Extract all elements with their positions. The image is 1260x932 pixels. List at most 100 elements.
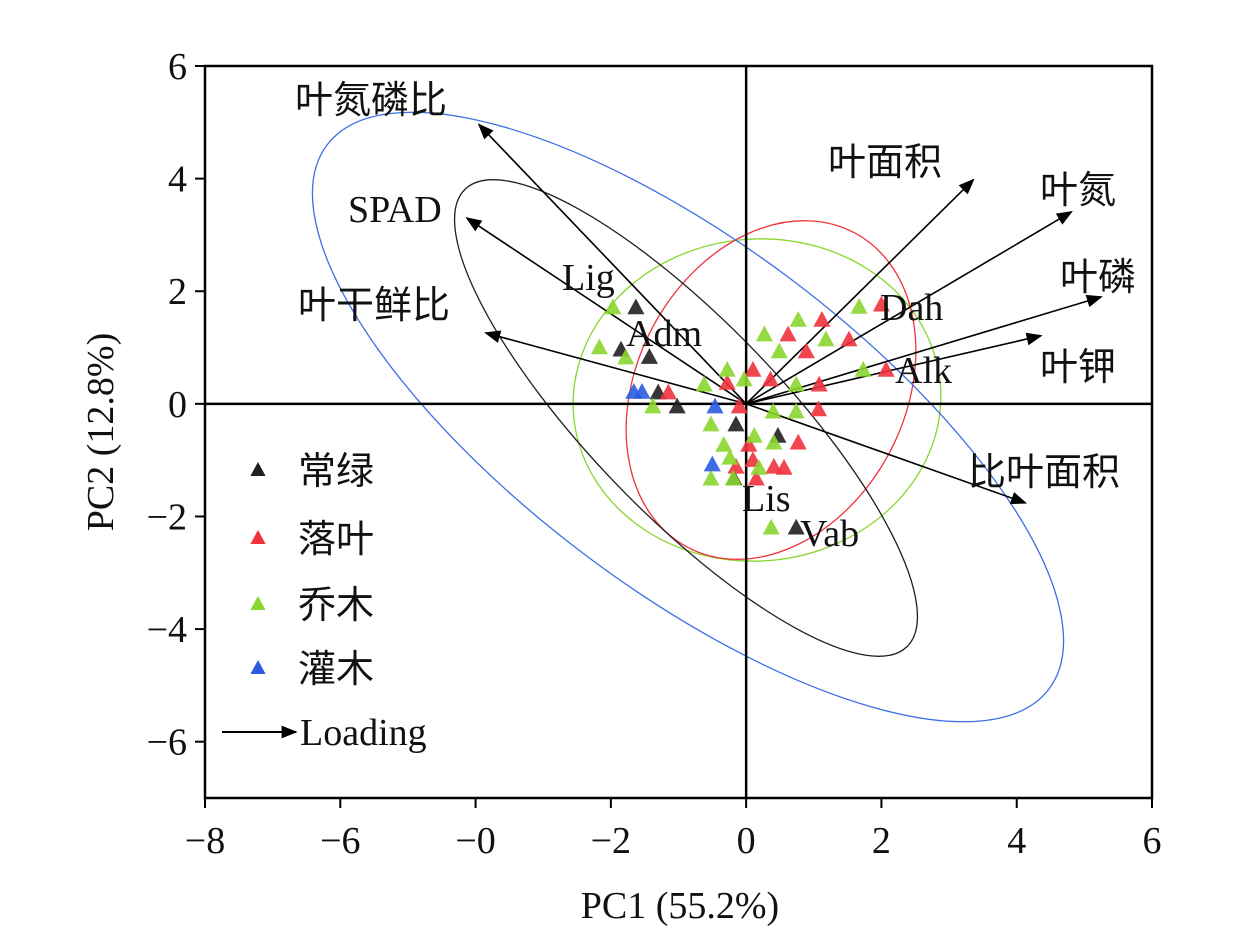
data-point-1	[840, 330, 858, 347]
legend-label: 灌木	[298, 649, 374, 691]
data-point-2	[787, 402, 805, 419]
loading-label: 叶磷	[1060, 257, 1136, 299]
data-point-0	[627, 298, 645, 315]
species-label: Vab	[800, 513, 859, 555]
loading-label: 叶干鲜比	[298, 285, 450, 327]
data-point-2	[644, 397, 662, 414]
data-point-2	[745, 426, 763, 443]
legend-marker	[250, 530, 266, 544]
loading-label: 叶氮	[1040, 170, 1116, 212]
y-tick-label: −6	[147, 722, 187, 764]
data-point-1	[813, 310, 831, 327]
data-point-1	[740, 435, 758, 452]
confidence-ellipse-2	[453, 179, 919, 657]
x-tick-label: 0	[737, 820, 756, 862]
loading-label: SPAD	[348, 189, 442, 231]
species-label: Alk	[895, 350, 952, 392]
legend-label: 常绿	[298, 451, 374, 493]
y-tick-label: 2	[168, 271, 187, 313]
data-point-2	[735, 370, 753, 387]
data-point-2	[695, 375, 713, 392]
confidence-ellipse-3	[311, 111, 1065, 723]
loading-label: 叶钾	[1040, 347, 1116, 389]
loading-arrow	[745, 403, 1028, 505]
data-point-0	[787, 518, 805, 535]
x-tick-label: 6	[1143, 820, 1162, 862]
species-label: Lig	[562, 257, 615, 299]
loading-label: 叶氮磷比	[295, 80, 447, 122]
data-point-1	[727, 457, 745, 474]
loading-label: 叶面积	[828, 142, 942, 184]
data-point-3	[703, 455, 721, 472]
x-tick-label: −2	[591, 820, 631, 862]
data-point-2	[755, 325, 773, 342]
loading-arrow	[484, 330, 747, 405]
species-label: Adm	[626, 313, 702, 355]
data-point-2	[770, 342, 788, 359]
data-point-1	[775, 459, 793, 475]
y-tick-label: 4	[168, 159, 187, 201]
y-tick-label: 0	[168, 384, 187, 426]
data-point-2	[702, 469, 720, 486]
x-tick-label: 4	[1007, 820, 1026, 862]
data-point-2	[724, 469, 742, 486]
data-point-2	[817, 330, 835, 347]
x-axis-label: PC1 (55.2%)	[581, 885, 779, 927]
data-point-0	[727, 415, 745, 432]
data-point-2	[765, 433, 783, 450]
data-point-2	[764, 402, 782, 419]
data-point-2	[789, 310, 807, 327]
data-point-1	[779, 325, 797, 342]
legend-marker	[250, 462, 266, 476]
x-tick-label: −6	[320, 820, 360, 862]
data-point-1	[789, 433, 807, 450]
data-point-2	[850, 297, 868, 314]
confidence-ellipse-0	[572, 238, 942, 562]
data-point-2	[750, 459, 768, 475]
data-point-2	[702, 415, 720, 432]
y-tick-label: −4	[147, 609, 187, 651]
legend-marker	[250, 660, 266, 674]
data-point-1	[765, 457, 783, 474]
confidence-ellipse-1	[625, 220, 917, 560]
loading-arrow	[745, 294, 1103, 405]
legend-label: 乔木	[298, 585, 374, 627]
legend-label: 落叶	[298, 519, 374, 561]
data-point-2	[718, 361, 736, 377]
data-point-2	[590, 338, 608, 355]
data-point-1	[747, 469, 765, 486]
data-point-1	[877, 361, 895, 377]
data-point-2	[721, 448, 739, 465]
data-point-2	[617, 348, 635, 365]
data-point-1	[730, 397, 748, 414]
data-point-2	[604, 298, 622, 315]
loading-label: 比叶面积	[968, 452, 1120, 494]
x-tick-label: −8	[185, 820, 225, 862]
y-tick-label: −2	[147, 496, 187, 538]
data-point-3	[706, 397, 724, 414]
data-point-2	[854, 361, 872, 377]
data-point-1	[744, 361, 762, 377]
y-axis-label: PC2 (12.8%)	[80, 333, 122, 531]
plot-frame	[203, 64, 1154, 800]
data-point-0	[668, 397, 686, 414]
data-point-1	[797, 342, 815, 359]
loading-arrow	[745, 332, 1043, 405]
species-label: Lis	[742, 478, 791, 520]
data-point-2	[715, 435, 733, 452]
data-point-2	[787, 375, 805, 392]
loading-arrow	[477, 123, 747, 405]
data-point-3	[633, 383, 651, 399]
data-point-1	[809, 400, 828, 417]
data-point-0	[640, 348, 658, 364]
species-label: Dah	[880, 287, 943, 329]
data-point-1	[761, 370, 780, 387]
loading-arrow	[745, 178, 975, 405]
data-point-1	[718, 374, 736, 390]
y-tick-label: 6	[168, 46, 187, 88]
x-tick-label: −0	[455, 820, 495, 862]
x-tick-label: 2	[872, 820, 891, 862]
loading-arrow	[745, 211, 1073, 405]
legend-marker	[250, 596, 266, 610]
